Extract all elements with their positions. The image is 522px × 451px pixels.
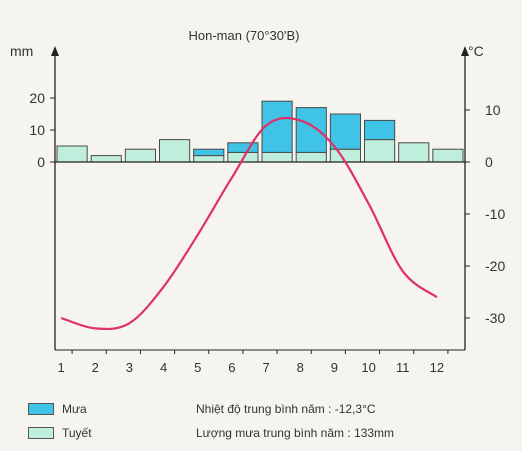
bar-snow [124, 148, 157, 163]
x-tick-label: 5 [194, 360, 201, 375]
temp-tick-label: -20 [485, 258, 505, 274]
avg-precip-note: Lượng mưa trung bình năm : 133mm [196, 426, 395, 440]
bars-layer [56, 100, 464, 163]
chart-title: Hon-man (70°30'B) [188, 28, 299, 43]
bar-snow [295, 151, 327, 163]
precip-unit-label: mm [10, 43, 33, 59]
legend-swatch-tuyet [28, 427, 54, 439]
legend-swatch-mua [28, 403, 54, 415]
temp-tick-label: -10 [485, 206, 505, 222]
bar-snow [398, 142, 430, 163]
x-tick-label: 7 [262, 360, 269, 375]
bar-snow [56, 145, 88, 163]
right-axis-arrow [461, 46, 469, 56]
bar-rain [261, 100, 293, 153]
precip-tick-label: 20 [29, 90, 45, 106]
precip-tick-label: 10 [29, 122, 45, 138]
left-axis-arrow [51, 46, 59, 56]
x-tick-label: 1 [57, 360, 64, 375]
temp-tick-label: 0 [485, 154, 493, 170]
x-tick-label: 3 [126, 360, 133, 375]
bar-snow [159, 139, 191, 163]
legend-label-tuyet: Tuyết [62, 426, 92, 440]
bar-snow [90, 155, 122, 163]
x-tick-label: 2 [92, 360, 99, 375]
line-layer [60, 116, 438, 331]
legend-label-mua: Mưa [62, 402, 87, 416]
x-tick-label: 11 [396, 360, 410, 375]
bar-rain [295, 107, 327, 153]
bar-rain [227, 142, 259, 153]
temperature-line [60, 116, 438, 331]
precip-tick-label: 0 [37, 154, 45, 170]
temp-unit-label: °C [468, 43, 484, 59]
bar-snow [364, 139, 396, 163]
avg-temp-note: Nhiệt độ trung bình năm : -12,3°C [196, 402, 376, 416]
x-tick-label: 6 [228, 360, 235, 375]
bar-snow [432, 148, 464, 163]
x-tick-label: 8 [297, 360, 304, 375]
bar-snow [329, 148, 362, 163]
bar-snow [193, 155, 225, 163]
x-tick-label: 9 [331, 360, 338, 375]
x-tick-label: 4 [160, 360, 167, 375]
bar-rain [193, 148, 225, 157]
bar-rain [329, 113, 362, 150]
bar-rain [364, 119, 396, 141]
x-tick-label: 12 [430, 360, 444, 375]
temp-tick-label: -30 [485, 310, 505, 326]
x-tick-label: 10 [361, 360, 375, 375]
bar-snow [261, 151, 293, 163]
temp-tick-label: 10 [485, 102, 501, 118]
